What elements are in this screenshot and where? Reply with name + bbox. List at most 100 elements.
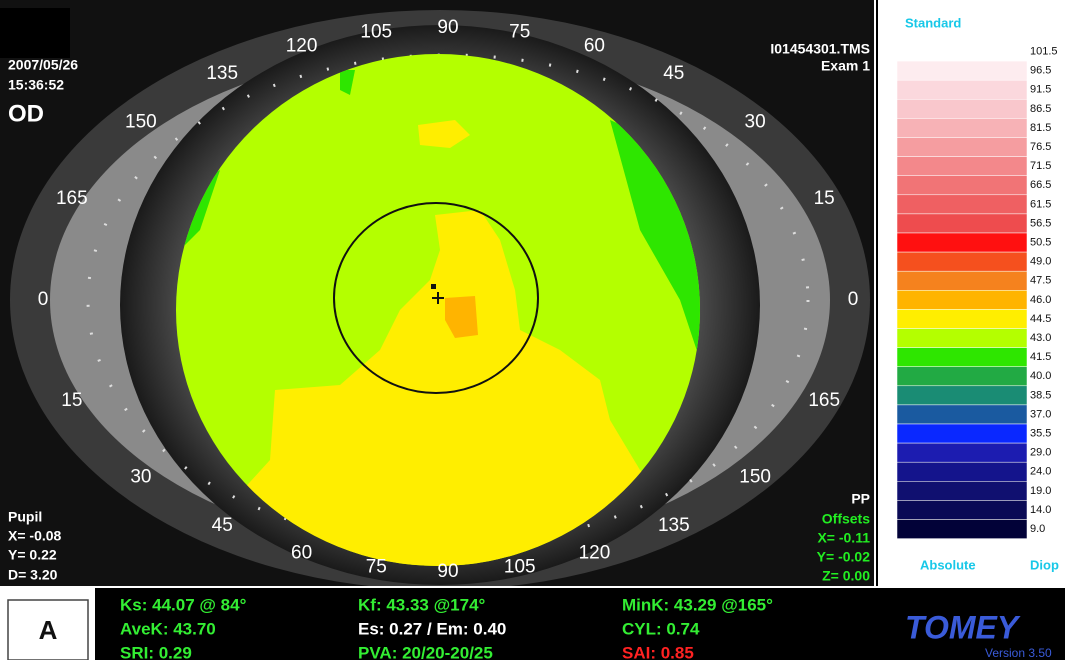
- scale-label: 9.0: [1030, 523, 1045, 535]
- color-scale: 101.5 96.5 91.5 86.5 81.5 76.5 71.5 66.5 61.5 56.…: [896, 41, 1058, 539]
- angle-label: 90: [437, 561, 458, 582]
- scale-label: 44.5: [1030, 313, 1051, 325]
- eye: OD: [8, 100, 44, 127]
- version: Version 3.50: [985, 646, 1052, 660]
- exam: Exam 1: [821, 58, 870, 74]
- offset-z: Z= 0.00: [822, 568, 870, 584]
- file-name: I01454301.TMS: [770, 41, 870, 57]
- pupil-y: Y= 0.22: [8, 547, 57, 563]
- scale-label: 61.5: [1030, 198, 1051, 210]
- scale-swatch: [896, 290, 1028, 310]
- zone-41c: [340, 70, 355, 95]
- stats: Ks: 44.07 @ 84° AveK: 43.70 SRI: 0.29 Kf…: [120, 595, 1052, 660]
- angle-label: 150: [125, 112, 157, 133]
- stat: Kf: 43.33 @174°: [358, 595, 486, 614]
- scale-swatch: [896, 366, 1028, 387]
- scale-label: 96.5: [1030, 65, 1051, 77]
- scale-label: 40.0: [1030, 370, 1051, 382]
- stat: SRI: 0.29: [120, 643, 192, 660]
- brand: TOMEY: [905, 609, 1021, 645]
- angle-label: 30: [745, 112, 766, 133]
- scale-label: 56.5: [1030, 217, 1051, 229]
- stat: Ks: 44.07 @ 84°: [120, 595, 247, 614]
- date: 2007/05/26: [8, 57, 78, 73]
- zone-44b: [418, 120, 470, 148]
- scale-label: 29.0: [1030, 447, 1051, 459]
- time: 15:36:52: [8, 77, 64, 93]
- scale-swatch: [896, 213, 1028, 234]
- scale-swatch: [896, 309, 1028, 329]
- scale-label: 81.5: [1030, 122, 1051, 134]
- scale-label: 50.5: [1030, 236, 1051, 248]
- angle-label: 120: [579, 543, 611, 564]
- scale-label: 76.5: [1030, 141, 1051, 153]
- center-cross: [432, 292, 444, 304]
- offset-x: X= -0.11: [817, 530, 870, 546]
- angle-label: 0: [848, 289, 859, 310]
- scale-label: 47.5: [1030, 275, 1051, 287]
- divider: [876, 0, 878, 586]
- angle-label: 105: [360, 21, 392, 42]
- scale-label: 46.0: [1030, 294, 1051, 306]
- scale-swatch: [896, 251, 1028, 272]
- scale-label: 49.0: [1030, 256, 1051, 268]
- pupil-title: Pupil: [8, 509, 42, 525]
- angle-label: 150: [739, 466, 771, 487]
- scale-swatch: [896, 404, 1028, 425]
- scale-swatch: [896, 442, 1028, 463]
- angle-label: 0: [38, 289, 49, 310]
- angle-label: 15: [61, 390, 82, 411]
- angle-label: 135: [658, 515, 690, 536]
- redaction: [0, 8, 70, 58]
- panel-label: A: [39, 615, 58, 645]
- pupil-x: X= -0.08: [8, 528, 62, 544]
- angle-label: 45: [663, 63, 684, 84]
- angle-label: 30: [130, 466, 151, 487]
- stats-panel: [95, 588, 1065, 660]
- stat: CYL: 0.74: [622, 619, 700, 638]
- scale-label: 43.0: [1030, 332, 1051, 344]
- angle-label: 165: [56, 188, 88, 209]
- scale-swatch: [896, 461, 1028, 482]
- angle-label: 165: [808, 390, 840, 411]
- stat: Es: 0.27 / Em: 0.40: [358, 619, 506, 638]
- scale-swatch: [896, 232, 1028, 253]
- offset-y: Y= -0.02: [817, 549, 871, 565]
- scale-title: Standard: [905, 15, 961, 30]
- zone-46: [445, 296, 478, 338]
- scale-swatch: [896, 118, 1028, 138]
- angle-label: 15: [814, 188, 835, 209]
- angle-label: 75: [509, 21, 530, 42]
- scale-mode: Absolute: [920, 557, 976, 572]
- scale-swatch: [896, 500, 1028, 520]
- topography-map: [176, 54, 700, 566]
- scale-label: 86.5: [1030, 103, 1051, 115]
- angle-label: 60: [291, 543, 312, 564]
- offsets-title: Offsets: [822, 511, 870, 527]
- scale-label: 24.0: [1030, 466, 1051, 478]
- stat: AveK: 43.70: [120, 619, 216, 638]
- scale-label: 35.5: [1030, 427, 1051, 439]
- scale-swatch: [896, 99, 1028, 119]
- scale-label: 37.0: [1030, 408, 1051, 420]
- scale-label: 91.5: [1030, 84, 1051, 96]
- scale-swatch: [896, 347, 1028, 367]
- stat: PVA: 20/20-20/25: [358, 643, 493, 660]
- angle-dots: [86, 53, 810, 547]
- stat: SAI: 0.85: [622, 643, 694, 660]
- scale-label: 66.5: [1030, 179, 1051, 191]
- scale-label: 19.0: [1030, 485, 1051, 497]
- scale-label: 38.5: [1030, 389, 1051, 401]
- pupil-center: [431, 284, 436, 289]
- scale-swatch: [896, 79, 1028, 100]
- scale-swatch: [896, 270, 1028, 291]
- scale-swatch: [896, 194, 1028, 215]
- scale-swatch: [896, 519, 1028, 539]
- scale-swatch: [896, 328, 1028, 348]
- zone-44: [176, 210, 700, 566]
- angle-label: 45: [212, 515, 233, 536]
- scale-label: 71.5: [1030, 160, 1051, 172]
- panel-box: [7, 599, 89, 660]
- angle-labels: 0 15 30 45 60 75 90 105 120 135 150 165 0 15 30 45 60 75 9…: [38, 17, 859, 582]
- angle-label: 60: [584, 35, 605, 56]
